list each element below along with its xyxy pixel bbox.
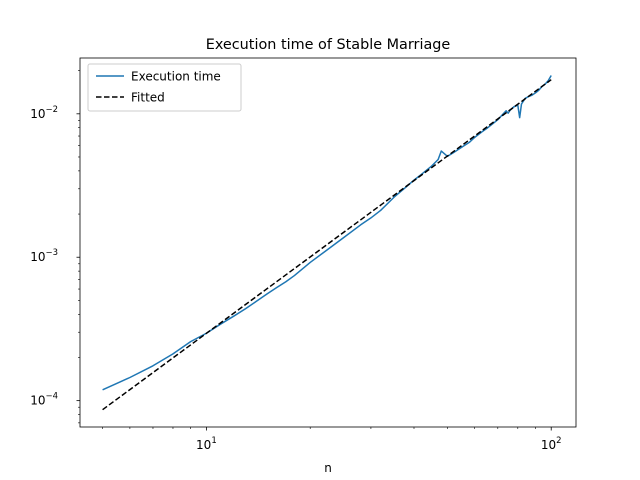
x-axis-label: n	[324, 461, 332, 475]
series-layer	[102, 75, 552, 411]
series-line-execution-time	[102, 75, 552, 391]
legend-label-execution-time: Execution time	[131, 70, 221, 84]
legend-box	[87, 63, 242, 112]
plot-frame	[79, 57, 577, 428]
series-line-fitted	[102, 79, 552, 411]
chart-title: Execution time of Stable Marriage	[206, 37, 451, 53]
legend-label-fitted: Fitted	[131, 91, 165, 105]
legend: Execution time Fitted	[87, 63, 242, 112]
